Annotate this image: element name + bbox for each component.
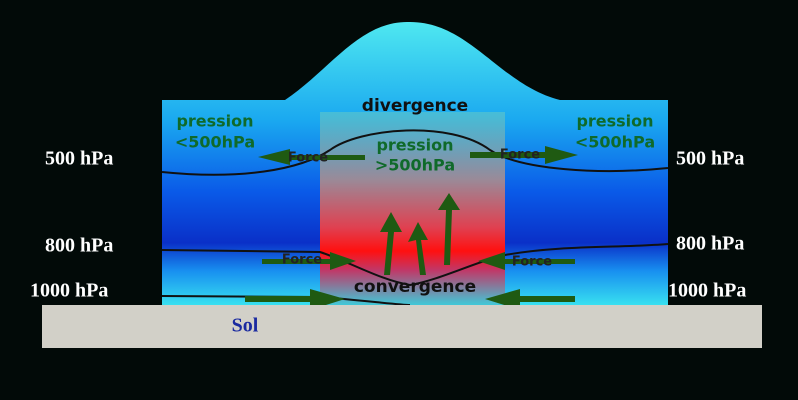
level-label: 800 hPa	[45, 235, 113, 257]
ground	[42, 305, 762, 348]
pressure-note: >500hPa	[375, 156, 455, 175]
force-label: Force	[288, 151, 328, 166]
pressure-note: pression	[576, 112, 653, 131]
pressure-note: <500hPa	[175, 133, 255, 152]
force-label: Force	[282, 253, 322, 268]
pressure-note: pression	[376, 136, 453, 155]
level-label: 500 hPa	[45, 148, 113, 170]
ground-label: Sol	[232, 315, 259, 337]
level-label: 1000 hPa	[30, 280, 108, 302]
pressure-note: pression	[176, 112, 253, 131]
force-label: Force	[500, 148, 540, 163]
zone-label: divergence	[362, 96, 468, 116]
diagram: Sol 500 hPa 800 hPa 1000 hPa 500 hPa 800…	[0, 0, 798, 400]
pressure-note: <500hPa	[575, 133, 655, 152]
level-label: 800 hPa	[676, 233, 744, 255]
force-label: Force	[512, 255, 552, 270]
level-label: 500 hPa	[676, 148, 744, 170]
zone-label: convergence	[354, 277, 476, 297]
level-label: 1000 hPa	[668, 280, 746, 302]
